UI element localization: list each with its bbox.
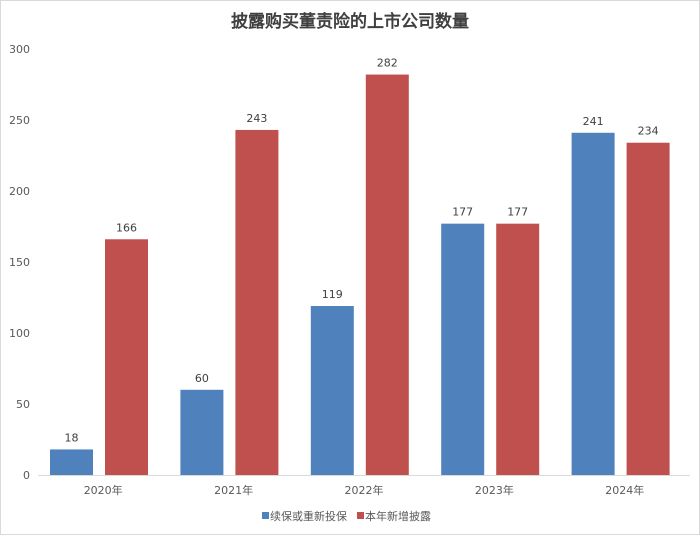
x-tick-label: 2022年 (345, 483, 384, 497)
data-label: 18 (65, 431, 79, 444)
y-tick-label: 100 (9, 327, 30, 340)
data-label: 166 (116, 221, 137, 234)
y-tick-label: 200 (9, 185, 30, 198)
bar-new-2022年 (365, 74, 409, 475)
data-label: 60 (195, 372, 209, 385)
x-tick-label: 2021年 (214, 483, 253, 497)
y-tick-label: 50 (16, 398, 30, 411)
data-label: 177 (452, 206, 473, 219)
bar-new-2024年 (626, 142, 670, 475)
bar-renewal-2021年 (180, 389, 224, 475)
data-label: 282 (377, 57, 398, 70)
data-label: 177 (507, 206, 528, 219)
y-axis: 0 50 100 150 200 250 300 (9, 43, 30, 482)
x-tick-label: 2023年 (475, 483, 514, 497)
y-tick-label: 150 (9, 256, 30, 269)
y-tick-label: 0 (23, 469, 30, 482)
bar-new-2020年 (105, 239, 148, 475)
bar-renewal-2022年 (310, 306, 354, 475)
y-tick-label: 250 (9, 114, 30, 127)
x-axis: 2020年 2021年 2022年 2023年 2024年 (84, 483, 645, 497)
bar-renewal-2020年 (50, 449, 93, 475)
bar-new-2021年 (235, 129, 279, 475)
bar-new-2023年 (496, 223, 540, 475)
legend-swatch (262, 512, 269, 519)
legend-swatch (357, 512, 364, 519)
data-label: 241 (583, 115, 604, 128)
legend-label: 续保或重新投保 (270, 509, 347, 523)
data-label: 243 (246, 112, 267, 125)
y-tick-label: 300 (9, 43, 30, 56)
bars: 18 166 60 243 119 282 177 177 241 234 (50, 57, 670, 475)
bar-renewal-2024年 (571, 132, 615, 475)
data-label: 234 (638, 125, 659, 138)
chart-title: 披露购买董责险的上市公司数量 (231, 11, 469, 32)
legend-label: 本年新增披露 (365, 509, 431, 523)
x-tick-label: 2020年 (84, 483, 123, 497)
data-label: 119 (322, 288, 343, 301)
legend: 续保或重新投保 本年新增披露 (262, 509, 431, 523)
bar-renewal-2023年 (441, 223, 485, 475)
x-tick-label: 2024年 (605, 483, 644, 497)
